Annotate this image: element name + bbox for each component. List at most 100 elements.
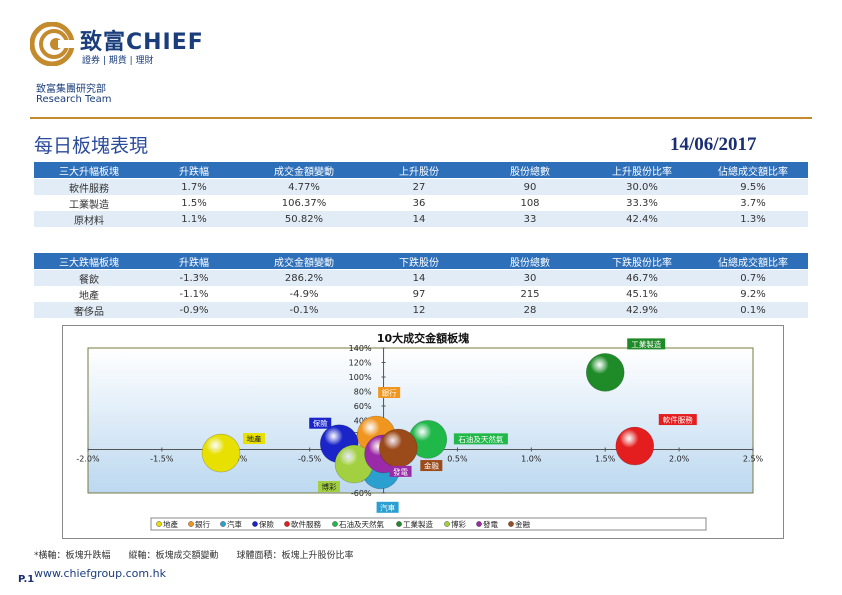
- table-cell: 4.77%: [244, 178, 364, 195]
- table-cell: 90: [474, 178, 586, 195]
- x-tick-label: -1.5%: [150, 455, 174, 464]
- table-cell: 1.5%: [144, 195, 244, 211]
- legend-marker: [156, 521, 162, 527]
- data-label-box: [318, 481, 340, 492]
- legend-label: 石油及天然氣: [339, 519, 384, 529]
- y-tick-label: 80%: [354, 388, 372, 397]
- bubble-chart-svg: 10大成交金額板塊-2.0%-1.5%-1.0%-0.5%0.0%0.5%1.0…: [76, 331, 764, 531]
- data-label: 博彩: [322, 482, 337, 492]
- table-cell: -4.9%: [244, 286, 364, 302]
- table-header-cell: 佔總成交額比率: [698, 162, 808, 179]
- legend-label: 地產: [163, 519, 178, 529]
- table-cell: 42.9%: [586, 302, 698, 318]
- table-cell: -0.1%: [244, 302, 364, 318]
- table-cell: 0.7%: [698, 269, 808, 286]
- data-label-box: [453, 433, 508, 445]
- table-header-row: 三大升幅板塊 升跌幅 成交金額變動 上升股份 股份總數 上升股份比率 佔總成交額…: [34, 162, 808, 179]
- legend-label: 保險: [259, 519, 274, 529]
- legend-label: 工業製造: [403, 519, 433, 529]
- legend-label: 軟件服務: [291, 519, 321, 529]
- legend-marker: [252, 521, 258, 527]
- table-cell: 30.0%: [586, 178, 698, 195]
- table-header-cell: 股份總數: [474, 162, 586, 179]
- website-link[interactable]: www.chiefgroup.com.hk: [34, 567, 166, 580]
- legend-marker: [284, 521, 290, 527]
- table-cell: 36: [364, 195, 474, 211]
- table-header-cell: 股份總數: [474, 253, 586, 270]
- table-row: 奢侈品 -0.9% -0.1% 12 28 42.9% 0.1%: [34, 302, 808, 318]
- table-cell: 97: [364, 286, 474, 302]
- table-cell: 12: [364, 302, 474, 318]
- table-cell: 215: [474, 286, 586, 302]
- table-header-cell: 成交金額變動: [244, 162, 364, 179]
- legend-label: 金融: [515, 519, 530, 529]
- x-tick-label: 0.5%: [447, 455, 468, 464]
- table-header-cell: 上升股份: [364, 162, 474, 179]
- report-date: 14/06/2017: [670, 134, 757, 155]
- legend-label: 銀行: [195, 519, 210, 529]
- table-header-row: 三大跌幅板塊 升跌幅 成交金額變動 下跌股份 股份總數 下跌股份比率 佔總成交額…: [34, 253, 808, 270]
- chart-footnote: *橫軸：板塊升跌幅 縱軸：板塊成交額變動 球體面積：板塊上升股份比率: [34, 551, 354, 561]
- table-cell: 108: [474, 195, 586, 211]
- legend-box: [150, 517, 707, 531]
- legend-marker: [220, 521, 226, 527]
- table-cell: -0.9%: [144, 302, 244, 318]
- table-cell: 14: [364, 211, 474, 227]
- table-cell: 1.1%: [144, 211, 244, 227]
- table-row: 軟件服務 1.7% 4.77% 27 90 30.0% 9.5%: [34, 178, 808, 195]
- x-tick-label: 1.0%: [521, 455, 542, 464]
- plot-area: [87, 347, 754, 494]
- table-cell: 0.1%: [698, 302, 808, 318]
- table-header-cell: 上升股份比率: [586, 162, 698, 179]
- data-label-box: [243, 433, 265, 445]
- data-label: 保險: [313, 418, 328, 428]
- data-label-box: [378, 387, 401, 398]
- table-cell: 27: [364, 178, 474, 195]
- y-tick-label: -60%: [351, 489, 372, 498]
- top-losers-table: 三大跌幅板塊 升跌幅 成交金額變動 下跌股份 股份總數 下跌股份比率 佔總成交額…: [34, 253, 808, 318]
- page-title: 每日板塊表現: [34, 135, 149, 157]
- table-header-cell: 佔總成交額比率: [698, 253, 808, 270]
- chart-title: 10大成交金額板塊: [377, 331, 469, 345]
- data-label: 發電: [393, 467, 408, 476]
- table-cell: 50.82%: [244, 211, 364, 227]
- data-label-box: [420, 460, 443, 472]
- team-name-en: Research Team: [36, 94, 112, 105]
- data-label: 石油及天然氣: [458, 434, 503, 444]
- table-cell: 原材料: [34, 211, 144, 227]
- x-tick-label: 2.5%: [743, 455, 764, 464]
- data-label: 地產: [247, 434, 262, 444]
- table-header-cell: 升跌幅: [144, 253, 244, 270]
- bubble-point: [201, 433, 241, 473]
- y-tick-label: 120%: [349, 359, 372, 368]
- data-label-box: [658, 414, 697, 426]
- legend-marker: [396, 521, 402, 527]
- table-cell: 3.7%: [698, 195, 808, 211]
- table-cell: 1.7%: [144, 178, 244, 195]
- data-label-box: [376, 501, 399, 513]
- table-cell: 餐飲: [34, 269, 144, 286]
- bubble-point: [615, 426, 655, 466]
- table-cell: 45.1%: [586, 286, 698, 302]
- table-header-cell: 升跌幅: [144, 162, 244, 179]
- legend-label: 汽車: [227, 519, 242, 529]
- legend-marker: [476, 521, 482, 527]
- table-cell: 9.2%: [698, 286, 808, 302]
- legend-marker: [508, 521, 514, 527]
- legend-marker: [188, 521, 194, 527]
- brand-name: 致富CHIEF: [80, 30, 204, 55]
- table-header-cell: 下跌股份: [364, 253, 474, 270]
- table-row: 地產 -1.1% -4.9% 97 215 45.1% 9.2%: [34, 286, 808, 302]
- table-row: 原材料 1.1% 50.82% 14 33 42.4% 1.3%: [34, 211, 808, 227]
- brand-tagline: 證券 | 期貨 | 理財: [82, 56, 154, 66]
- y-tick-label: 60%: [354, 402, 372, 411]
- table-cell: 奢侈品: [34, 302, 144, 318]
- data-label: 工業製造: [631, 339, 661, 349]
- table-cell: 14: [364, 269, 474, 286]
- table-header-cell: 三大升幅板塊: [34, 162, 144, 179]
- y-tick-label: 100%: [349, 373, 372, 382]
- table-cell: -1.3%: [144, 269, 244, 286]
- table-cell: 28: [474, 302, 586, 318]
- data-label: 金融: [424, 461, 439, 471]
- table-header-cell: 成交金額變動: [244, 253, 364, 270]
